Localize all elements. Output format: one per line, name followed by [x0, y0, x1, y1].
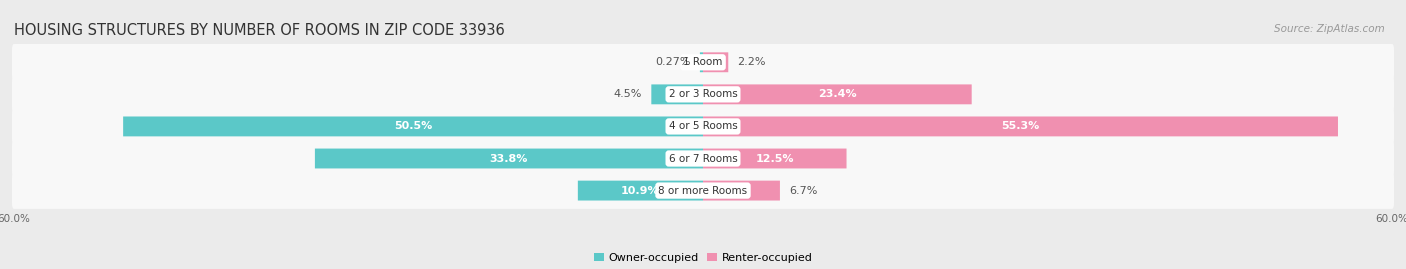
FancyBboxPatch shape	[13, 172, 1393, 209]
Text: 50.5%: 50.5%	[394, 121, 432, 132]
FancyBboxPatch shape	[315, 148, 703, 168]
Text: 0.27%: 0.27%	[655, 57, 690, 67]
Text: 1 Room: 1 Room	[683, 57, 723, 67]
FancyBboxPatch shape	[703, 84, 972, 104]
Text: 6.7%: 6.7%	[789, 186, 817, 196]
Text: 12.5%: 12.5%	[755, 154, 794, 164]
FancyBboxPatch shape	[703, 116, 1339, 136]
FancyBboxPatch shape	[13, 76, 1393, 113]
Text: 6 or 7 Rooms: 6 or 7 Rooms	[669, 154, 737, 164]
FancyBboxPatch shape	[124, 116, 703, 136]
FancyBboxPatch shape	[703, 148, 846, 168]
Text: 4.5%: 4.5%	[614, 89, 643, 99]
Text: HOUSING STRUCTURES BY NUMBER OF ROOMS IN ZIP CODE 33936: HOUSING STRUCTURES BY NUMBER OF ROOMS IN…	[14, 23, 505, 38]
Text: 10.9%: 10.9%	[621, 186, 659, 196]
Text: Source: ZipAtlas.com: Source: ZipAtlas.com	[1274, 24, 1385, 34]
FancyBboxPatch shape	[700, 52, 703, 72]
FancyBboxPatch shape	[651, 84, 703, 104]
Legend: Owner-occupied, Renter-occupied: Owner-occupied, Renter-occupied	[589, 249, 817, 268]
FancyBboxPatch shape	[13, 140, 1393, 177]
FancyBboxPatch shape	[13, 44, 1393, 81]
FancyBboxPatch shape	[703, 52, 728, 72]
Text: 2.2%: 2.2%	[738, 57, 766, 67]
FancyBboxPatch shape	[578, 181, 703, 200]
Text: 2 or 3 Rooms: 2 or 3 Rooms	[669, 89, 737, 99]
FancyBboxPatch shape	[13, 108, 1393, 145]
FancyBboxPatch shape	[703, 181, 780, 200]
Text: 23.4%: 23.4%	[818, 89, 856, 99]
Text: 33.8%: 33.8%	[489, 154, 529, 164]
Text: 4 or 5 Rooms: 4 or 5 Rooms	[669, 121, 737, 132]
Text: 8 or more Rooms: 8 or more Rooms	[658, 186, 748, 196]
Text: 55.3%: 55.3%	[1001, 121, 1039, 132]
